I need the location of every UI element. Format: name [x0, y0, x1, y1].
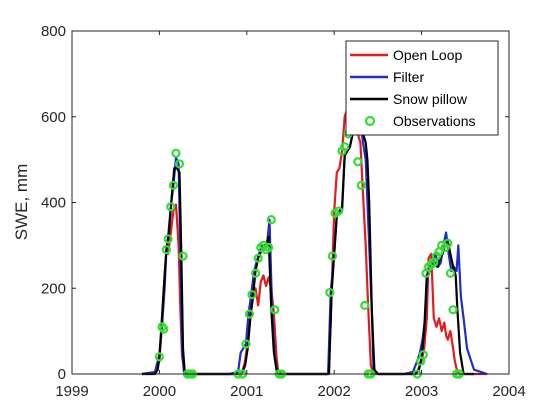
legend-box	[345, 40, 499, 136]
x-tick-label: 2001	[230, 383, 263, 400]
observation-point	[244, 309, 255, 319]
x-tick-label: 2000	[143, 383, 176, 400]
legend: Open Loop Filter Snow pillow Observations	[345, 40, 499, 136]
observation-point	[448, 305, 458, 315]
observation-point	[360, 300, 370, 310]
observation-point	[166, 202, 176, 212]
observation-point	[340, 142, 350, 152]
series-group	[141, 102, 488, 379]
observation-point	[333, 206, 344, 216]
observation-point	[154, 352, 164, 362]
legend-entry: Snow pillow	[393, 91, 468, 107]
x-tick-label: 2004	[492, 383, 525, 400]
observation-point	[445, 268, 456, 278]
observation-point	[241, 339, 251, 349]
x-tick-label: 2003	[405, 383, 438, 400]
legend-marker	[364, 115, 376, 127]
observation-point	[163, 234, 173, 244]
observation-point	[353, 157, 363, 167]
legend-entry: Filter	[393, 69, 424, 85]
y-tick-label: 600	[41, 109, 66, 126]
observation-point	[443, 238, 453, 248]
observation-point	[270, 305, 280, 315]
y-tick-label: 0	[58, 366, 66, 383]
observation-point	[171, 148, 181, 158]
observation-point	[159, 324, 169, 334]
series-observations	[154, 112, 464, 379]
x-tick-label: 2002	[318, 383, 351, 400]
legend-entry: Observations	[393, 113, 475, 129]
y-axis-label: SWE, mm	[12, 164, 31, 241]
observation-point	[264, 242, 274, 253]
observation-point	[174, 159, 185, 169]
observation-point	[253, 253, 263, 263]
observation-point	[161, 245, 171, 255]
ticks-group: 1999 2000 2001 2002 2003 2004 0 200 400 600 800	[41, 23, 526, 400]
observation-point	[327, 251, 338, 261]
observation-point	[250, 268, 261, 278]
y-tick-label: 400	[41, 195, 66, 212]
y-tick-label: 800	[41, 23, 66, 40]
observation-point	[325, 287, 335, 298]
observation-point	[418, 350, 428, 360]
observation-point	[356, 180, 366, 190]
x-tick-label: 1999	[55, 383, 88, 400]
observation-point	[178, 251, 188, 261]
observation-point	[247, 290, 257, 300]
legend-entry: Open Loop	[393, 47, 462, 63]
observation-point	[168, 180, 178, 190]
y-tick-label: 200	[41, 280, 66, 297]
observation-point	[266, 215, 276, 225]
